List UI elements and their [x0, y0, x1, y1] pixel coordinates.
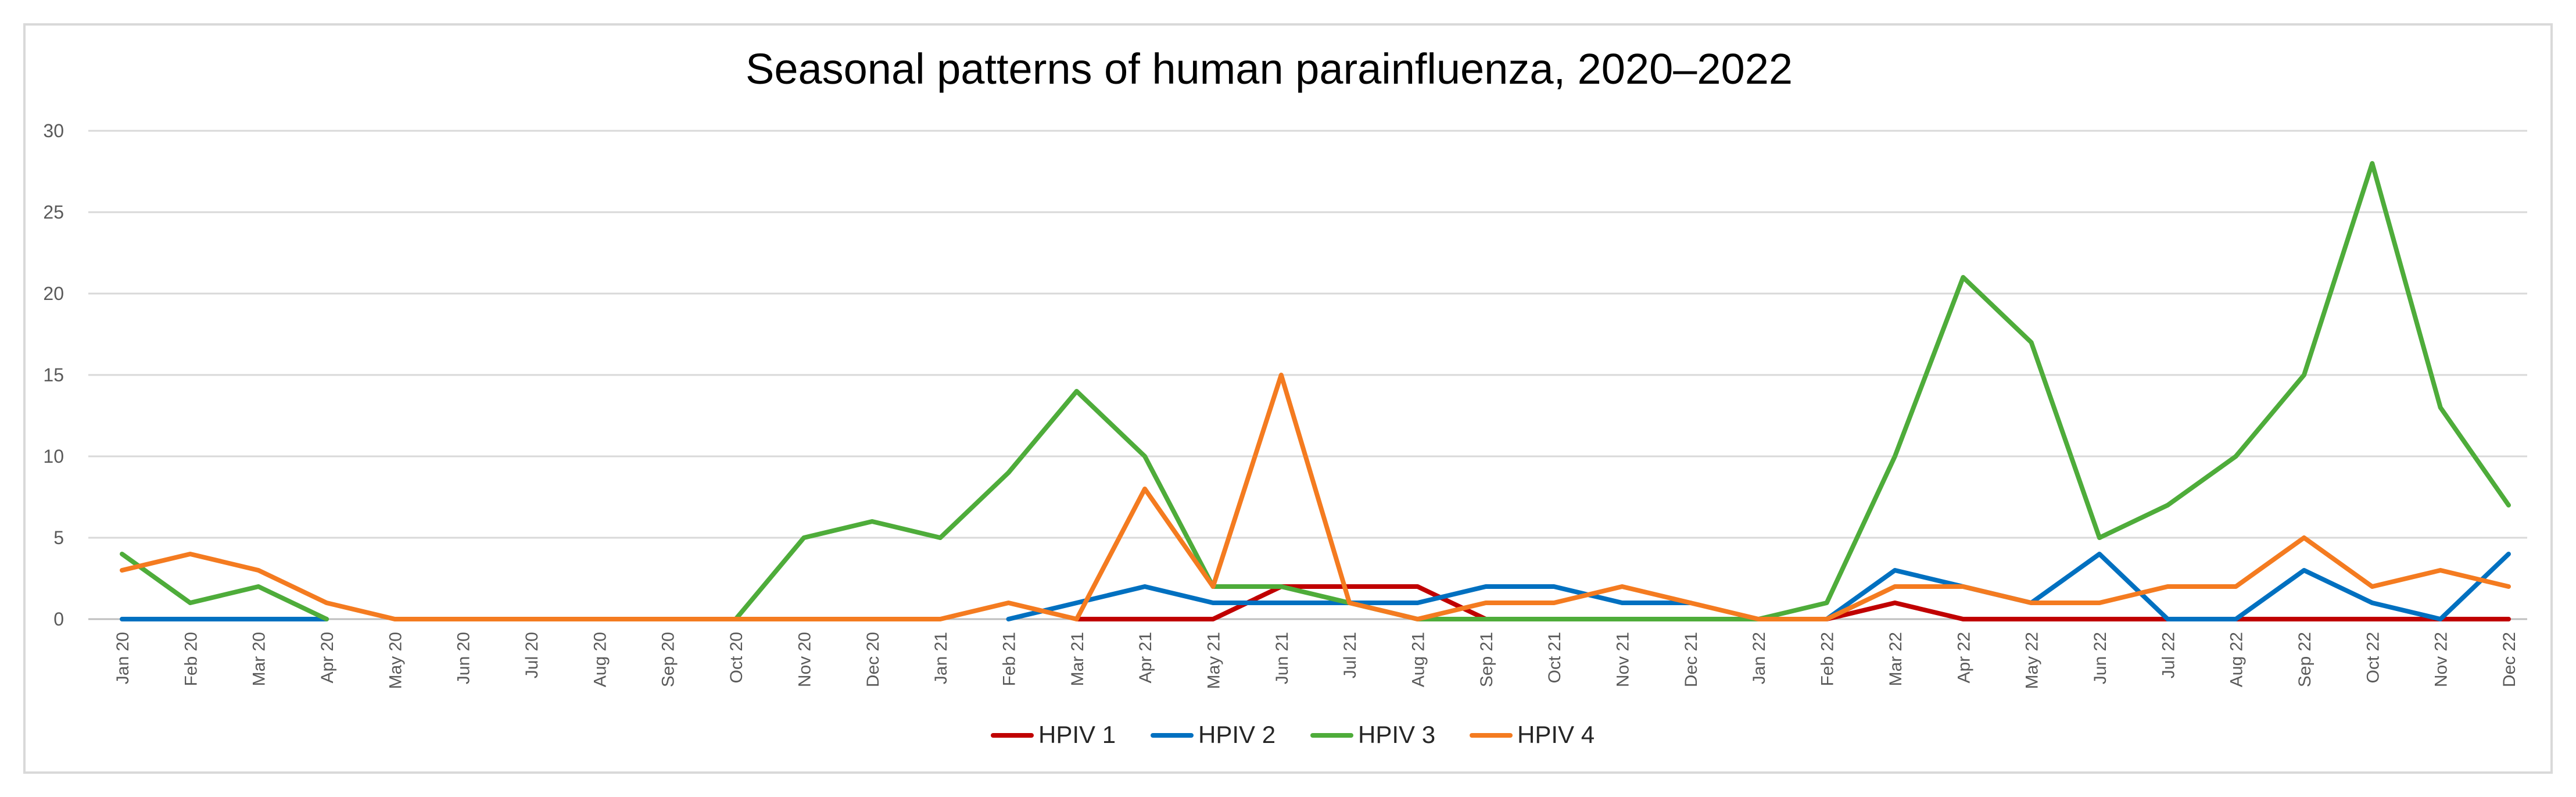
x-tick-label: May 20 [386, 632, 405, 689]
x-tick-label: Oct 20 [727, 632, 746, 683]
x-tick-label: Aug 20 [590, 632, 610, 687]
legend-label: HPIV 4 [1517, 721, 1595, 748]
line-chart: Seasonal patterns of human parainfluenza… [43, 45, 2527, 748]
y-tick-label: 15 [43, 364, 64, 385]
legend-item: HPIV 4 [1470, 721, 1595, 748]
legend-item: HPIV 3 [1310, 721, 1435, 748]
x-tick-label: Jul 21 [1341, 632, 1360, 678]
legend: HPIV 1 HPIV 2 HPIV 3 HPIV 4 [991, 721, 1595, 748]
y-axis-ticks: 0 5 10 15 20 25 30 [43, 120, 64, 630]
series-line [120, 373, 2511, 621]
x-tick-label: Sep 22 [2295, 632, 2315, 687]
x-tick-label: Dec 22 [2500, 632, 2519, 687]
x-tick-label: Mar 21 [1068, 632, 1087, 686]
legend-label: HPIV 3 [1358, 721, 1435, 748]
y-tick-label: 25 [43, 202, 64, 223]
x-tick-label: Jun 22 [2091, 632, 2110, 684]
chart-frame: Seasonal patterns of human parainfluenza… [23, 23, 2553, 774]
series-hpiv-4 [120, 373, 2511, 621]
series-hpiv-3 [120, 161, 2511, 621]
x-tick-label: Apr 21 [1136, 632, 1155, 683]
x-tick-label: Jul 20 [522, 632, 542, 678]
y-tick-label: 20 [43, 283, 64, 304]
y-tick-label: 5 [53, 527, 64, 548]
legend-item: HPIV 1 [991, 721, 1116, 748]
x-tick-label: Oct 22 [2363, 632, 2382, 683]
x-tick-label: Nov 22 [2432, 632, 2451, 687]
x-tick-label: Jan 21 [931, 632, 951, 684]
chart-title: Seasonal patterns of human parainfluenza… [746, 45, 1793, 93]
x-tick-label: Aug 22 [2227, 632, 2247, 687]
x-tick-label: Feb 21 [999, 632, 1019, 686]
x-tick-label: Sep 20 [659, 632, 678, 687]
x-tick-label: Apr 20 [318, 632, 337, 683]
legend-label: HPIV 1 [1038, 721, 1116, 748]
x-tick-label: Oct 21 [1545, 632, 1564, 683]
x-tick-label: Aug 21 [1409, 632, 1428, 687]
x-tick-label: May 22 [2023, 632, 2042, 689]
x-tick-label: Jun 20 [454, 632, 474, 684]
x-tick-label: Nov 21 [1614, 632, 1633, 687]
series-line [120, 161, 2511, 621]
x-tick-label: Jun 21 [1273, 632, 1292, 684]
x-tick-label: Jan 22 [1750, 632, 1769, 684]
x-axis-ticks: Jan 20 Feb 20 Mar 20 Apr 20 May 20 Jun 20 Jul … [113, 632, 2519, 689]
legend-item: HPIV 2 [1151, 721, 1276, 748]
gridlines [88, 130, 2527, 620]
x-tick-label: Dec 21 [1682, 632, 1701, 687]
x-tick-label: Feb 20 [181, 632, 200, 686]
y-tick-label: 30 [43, 120, 64, 141]
y-tick-label: 0 [53, 609, 64, 630]
x-tick-label: May 21 [1204, 632, 1223, 689]
x-tick-label: Sep 21 [1477, 632, 1496, 687]
x-tick-label: Apr 22 [1954, 632, 1973, 683]
legend-label: HPIV 2 [1198, 721, 1276, 748]
x-tick-label: Jul 22 [2159, 632, 2178, 678]
x-tick-label: Jan 20 [113, 632, 132, 684]
x-tick-label: Feb 22 [1818, 632, 1837, 686]
y-tick-label: 10 [43, 446, 64, 467]
x-tick-label: Dec 20 [864, 632, 883, 687]
x-tick-label: Mar 20 [250, 632, 269, 686]
x-tick-label: Mar 22 [1886, 632, 1905, 686]
x-tick-label: Nov 20 [795, 632, 814, 687]
series-lines [120, 161, 2511, 621]
